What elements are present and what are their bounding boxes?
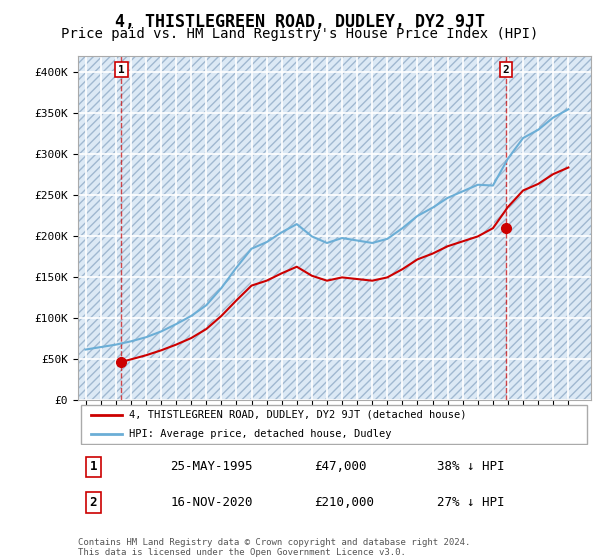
Text: 4, THISTLEGREEN ROAD, DUDLEY, DY2 9JT: 4, THISTLEGREEN ROAD, DUDLEY, DY2 9JT [115, 13, 485, 31]
Text: 4, THISTLEGREEN ROAD, DUDLEY, DY2 9JT (detached house): 4, THISTLEGREEN ROAD, DUDLEY, DY2 9JT (d… [130, 409, 467, 419]
Text: 25-MAY-1995: 25-MAY-1995 [170, 460, 253, 473]
Text: 2: 2 [89, 496, 97, 509]
Text: 2: 2 [503, 64, 509, 74]
Text: 16-NOV-2020: 16-NOV-2020 [170, 496, 253, 509]
Text: 1: 1 [118, 64, 125, 74]
Text: £210,000: £210,000 [314, 496, 374, 509]
FancyBboxPatch shape [80, 405, 587, 444]
Text: £47,000: £47,000 [314, 460, 367, 473]
Text: Price paid vs. HM Land Registry's House Price Index (HPI): Price paid vs. HM Land Registry's House … [61, 27, 539, 41]
Text: HPI: Average price, detached house, Dudley: HPI: Average price, detached house, Dudl… [130, 429, 392, 439]
Text: Contains HM Land Registry data © Crown copyright and database right 2024.
This d: Contains HM Land Registry data © Crown c… [78, 538, 470, 557]
Text: 38% ↓ HPI: 38% ↓ HPI [437, 460, 505, 473]
Text: 1: 1 [89, 460, 97, 473]
Text: 27% ↓ HPI: 27% ↓ HPI [437, 496, 505, 509]
